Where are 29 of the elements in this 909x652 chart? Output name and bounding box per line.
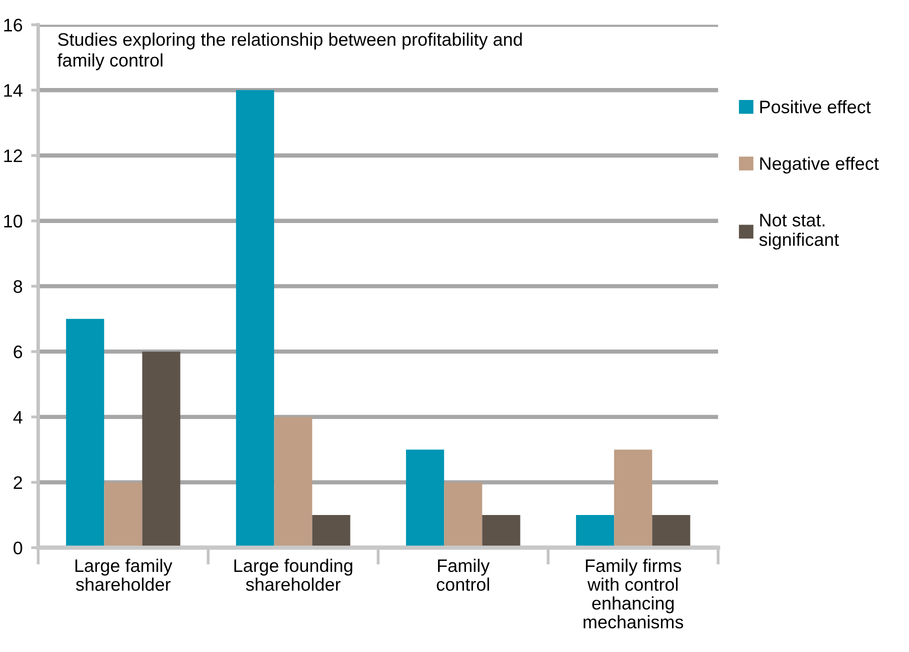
x-tick-label: Large founding shareholder xyxy=(234,558,352,591)
y-tick-label: 8 xyxy=(14,280,22,293)
bar xyxy=(576,515,614,548)
bar xyxy=(652,515,690,548)
bar xyxy=(104,482,142,548)
bar xyxy=(142,352,180,548)
y-tick-label: 6 xyxy=(14,346,22,358)
y-tick-label: 10 xyxy=(4,214,22,228)
bar xyxy=(482,515,520,548)
legend-label: Positive effect xyxy=(760,100,871,114)
bar xyxy=(312,515,350,548)
bar xyxy=(66,318,104,548)
y-tick-label: 14 xyxy=(4,84,22,97)
bar xyxy=(236,90,274,548)
text: Studies exploring the relationship between profitability and family control xyxy=(57,32,522,70)
legend-label: Not stat. significant xyxy=(759,214,839,250)
legend-label: Negative effect xyxy=(760,156,879,174)
y-tick-label: 12 xyxy=(4,149,22,162)
x-tick-label: Family firms with control enhancing mechanisms xyxy=(584,558,684,628)
bar xyxy=(406,450,444,548)
bar xyxy=(444,482,482,548)
bar xyxy=(274,416,312,548)
x-tick-label: Family control xyxy=(436,558,490,591)
y-tick-label: 4 xyxy=(13,411,22,424)
x-tick-label: Large family shareholder xyxy=(75,558,172,591)
y-tick-label: 16 xyxy=(4,18,22,32)
bar xyxy=(614,450,652,548)
y-tick-label: 2 xyxy=(14,476,22,489)
y-tick-label: 0 xyxy=(14,542,22,554)
